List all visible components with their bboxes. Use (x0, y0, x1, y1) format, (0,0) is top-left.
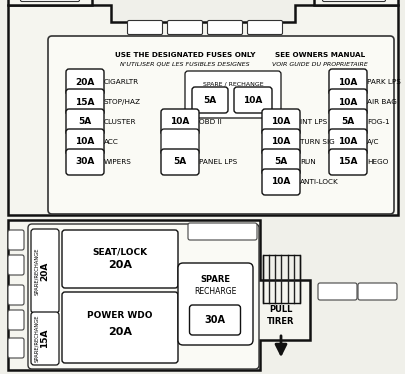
Text: SEE OWNERS MANUAL: SEE OWNERS MANUAL (274, 52, 364, 58)
Text: 20A: 20A (75, 77, 94, 86)
FancyBboxPatch shape (31, 312, 59, 365)
Polygon shape (8, 5, 397, 215)
FancyBboxPatch shape (328, 69, 366, 95)
FancyBboxPatch shape (161, 149, 198, 175)
Text: INT LPS: INT LPS (299, 119, 326, 125)
Text: 10A: 10A (170, 117, 189, 126)
Polygon shape (8, 0, 92, 5)
Text: TURN SIG: TURN SIG (299, 139, 334, 145)
FancyBboxPatch shape (66, 149, 104, 175)
Text: SPARE: SPARE (200, 276, 230, 285)
Text: 20A: 20A (108, 260, 132, 270)
FancyBboxPatch shape (328, 89, 366, 115)
Text: RUN: RUN (299, 159, 315, 165)
Text: CIGARLTR: CIGARLTR (104, 79, 139, 85)
Text: 10A: 10A (243, 95, 262, 104)
Text: CLUSTER: CLUSTER (104, 119, 136, 125)
FancyBboxPatch shape (207, 21, 242, 34)
FancyBboxPatch shape (261, 109, 299, 135)
FancyBboxPatch shape (127, 21, 162, 34)
Text: 30A: 30A (75, 157, 94, 166)
Text: HEGO: HEGO (366, 159, 388, 165)
FancyBboxPatch shape (8, 255, 24, 275)
Text: 10A: 10A (337, 98, 357, 107)
Text: STOP/HAZ: STOP/HAZ (104, 99, 141, 105)
FancyBboxPatch shape (185, 71, 280, 118)
Text: PANEL LPS: PANEL LPS (198, 159, 237, 165)
FancyBboxPatch shape (66, 129, 104, 155)
FancyBboxPatch shape (233, 87, 271, 113)
Text: 15A: 15A (40, 328, 49, 348)
Text: SPARE / RECHANGE: SPARE / RECHANGE (202, 82, 263, 86)
FancyBboxPatch shape (62, 230, 177, 288)
FancyBboxPatch shape (8, 230, 24, 250)
Text: ACC: ACC (104, 139, 119, 145)
FancyBboxPatch shape (177, 263, 252, 345)
FancyBboxPatch shape (188, 223, 256, 240)
Text: PULL: PULL (269, 306, 292, 315)
Text: 20A: 20A (108, 327, 132, 337)
FancyBboxPatch shape (66, 109, 104, 135)
Bar (262, 255, 299, 303)
Text: 15A: 15A (337, 157, 357, 166)
Text: 10A: 10A (75, 138, 94, 147)
FancyBboxPatch shape (62, 292, 177, 363)
Text: WIPERS: WIPERS (104, 159, 132, 165)
FancyBboxPatch shape (261, 169, 299, 195)
FancyBboxPatch shape (192, 87, 228, 113)
FancyBboxPatch shape (66, 89, 104, 115)
FancyBboxPatch shape (31, 229, 59, 313)
Text: 30A: 30A (204, 315, 225, 325)
Text: AIR BAG: AIR BAG (366, 99, 396, 105)
FancyBboxPatch shape (328, 129, 366, 155)
Text: VOIR GUIDE DU PROPRIETAIRE: VOIR GUIDE DU PROPRIETAIRE (271, 61, 367, 67)
Text: 10A: 10A (271, 138, 290, 147)
FancyBboxPatch shape (261, 149, 299, 175)
Text: 5A: 5A (78, 117, 92, 126)
FancyBboxPatch shape (161, 129, 198, 155)
FancyBboxPatch shape (317, 283, 356, 300)
FancyBboxPatch shape (8, 310, 24, 330)
Text: A/C: A/C (366, 139, 379, 145)
FancyBboxPatch shape (8, 338, 24, 358)
Text: FOG-1: FOG-1 (366, 119, 389, 125)
Text: 5A: 5A (203, 95, 216, 104)
FancyBboxPatch shape (357, 283, 396, 300)
Text: SPARE/RECHANGE: SPARE/RECHANGE (34, 314, 39, 362)
Text: 5A: 5A (173, 157, 186, 166)
Text: 5A: 5A (341, 117, 354, 126)
Text: USE THE DESIGNATED FUSES ONLY: USE THE DESIGNATED FUSES ONLY (115, 52, 255, 58)
Text: OBD II: OBD II (198, 119, 221, 125)
Text: 10A: 10A (337, 77, 357, 86)
Text: SEAT/LOCK: SEAT/LOCK (92, 248, 147, 257)
FancyBboxPatch shape (189, 305, 240, 335)
FancyBboxPatch shape (261, 129, 299, 155)
FancyBboxPatch shape (161, 109, 198, 135)
Text: TIRER: TIRER (266, 316, 294, 325)
Text: 5A: 5A (274, 157, 287, 166)
Text: 15A: 15A (75, 98, 94, 107)
Text: 10A: 10A (271, 117, 290, 126)
Text: SPARE/RECHANGE: SPARE/RECHANGE (34, 247, 39, 295)
Polygon shape (8, 220, 309, 370)
Text: RECHARGE: RECHARGE (193, 286, 236, 295)
FancyBboxPatch shape (28, 224, 258, 369)
FancyBboxPatch shape (328, 149, 366, 175)
FancyBboxPatch shape (20, 0, 79, 1)
FancyBboxPatch shape (66, 69, 104, 95)
FancyBboxPatch shape (322, 0, 385, 1)
FancyBboxPatch shape (247, 21, 282, 34)
FancyBboxPatch shape (328, 109, 366, 135)
Text: PARK LPS: PARK LPS (366, 79, 400, 85)
FancyBboxPatch shape (48, 36, 393, 214)
Polygon shape (313, 0, 397, 5)
Text: ANTI-LOCK: ANTI-LOCK (299, 179, 338, 185)
Text: 20A: 20A (40, 261, 49, 281)
Text: 10A: 10A (271, 178, 290, 187)
FancyBboxPatch shape (167, 21, 202, 34)
Text: POWER WDO: POWER WDO (87, 312, 152, 321)
Text: 10A: 10A (337, 138, 357, 147)
Text: N'UTILISER QUE LES FUSIBLES DESIGNES: N'UTILISER QUE LES FUSIBLES DESIGNES (120, 61, 249, 67)
FancyBboxPatch shape (8, 285, 24, 305)
